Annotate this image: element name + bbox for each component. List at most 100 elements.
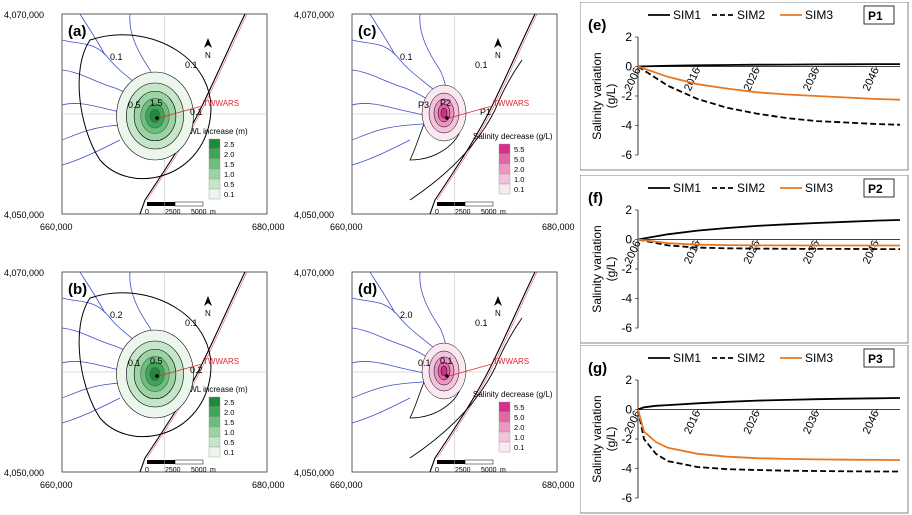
site-leader bbox=[448, 363, 493, 377]
y-tick-label: 4,070,000 bbox=[4, 268, 44, 278]
point-box bbox=[863, 178, 895, 198]
y-axis-label-line: (g/L) bbox=[604, 257, 618, 282]
legend-swatch bbox=[208, 158, 221, 170]
contour-label: 0.1 bbox=[475, 318, 488, 328]
series-line-sim1 bbox=[637, 397, 901, 411]
point-label: P3 bbox=[868, 352, 883, 366]
point-box bbox=[863, 5, 895, 25]
scale-bar-white bbox=[174, 201, 204, 207]
x-tick-label: 660,000 bbox=[330, 222, 363, 232]
y-tick-label: 2 bbox=[625, 203, 632, 217]
y-tick-label: 4,070,000 bbox=[294, 10, 334, 20]
contour-outer bbox=[409, 59, 523, 201]
scale-label: m bbox=[500, 209, 506, 216]
legend-swatch bbox=[208, 168, 221, 180]
series-line-sim1 bbox=[637, 219, 901, 241]
legend-value: 1.5 bbox=[224, 160, 234, 169]
legend-value: 0.1 bbox=[514, 185, 524, 194]
legend-swatch bbox=[498, 431, 511, 443]
contour-outer bbox=[409, 317, 523, 459]
sal-contour bbox=[440, 365, 448, 377]
panel-label: (f) bbox=[588, 190, 603, 207]
coastline-red bbox=[436, 272, 538, 459]
legend-swatch bbox=[498, 441, 511, 453]
scale-label: m bbox=[500, 467, 506, 474]
contour-label: 0.5 bbox=[128, 100, 141, 110]
legend-value: 1.5 bbox=[224, 418, 234, 427]
contour-outer bbox=[78, 292, 212, 438]
y-tick-label: 0 bbox=[625, 403, 632, 417]
panel-label: (e) bbox=[588, 17, 606, 34]
site-leader bbox=[158, 105, 203, 119]
scale-label: 5000 bbox=[481, 209, 497, 216]
contour-label: 0.1 bbox=[128, 358, 141, 368]
panel-label: (b) bbox=[68, 281, 87, 298]
legend-value: 2.0 bbox=[224, 150, 234, 159]
y-tick-label: -4 bbox=[621, 292, 632, 306]
site-marker bbox=[445, 374, 449, 378]
site-label: TWWARS bbox=[493, 357, 529, 366]
river-line bbox=[79, 272, 106, 314]
legend-label: SIM2 bbox=[737, 351, 765, 365]
legend-value: 0.1 bbox=[514, 443, 524, 452]
coastline-red bbox=[146, 14, 248, 201]
contour-label: 0.1 bbox=[110, 52, 123, 62]
legend-value: 0.5 bbox=[224, 180, 234, 189]
legend-label: SIM3 bbox=[805, 8, 833, 22]
y-axis-label: Salinity variation(g/L) bbox=[590, 52, 618, 139]
scale-label: 2500 bbox=[165, 209, 181, 216]
contour-label: 0.1 bbox=[185, 318, 198, 328]
legend-label: SIM2 bbox=[737, 181, 765, 195]
scale-bar-white bbox=[464, 459, 494, 465]
legend-value: 5.5 bbox=[514, 145, 524, 154]
series-line-sim2 bbox=[637, 238, 900, 250]
series-line-sim1 bbox=[637, 63, 900, 68]
legend-title: Salinity decrease (g/L) bbox=[473, 390, 553, 399]
legend-swatch bbox=[208, 178, 221, 190]
scale-label: 0 bbox=[145, 209, 149, 216]
y-tick-label: -2 bbox=[621, 432, 632, 446]
y-tick-label: -2 bbox=[621, 262, 632, 276]
legend-swatch bbox=[208, 396, 221, 408]
contour-label: 0.1 bbox=[440, 356, 453, 366]
legend-value: 1.0 bbox=[224, 428, 234, 437]
north-arrow-icon bbox=[494, 296, 502, 306]
legend-swatch bbox=[208, 446, 221, 458]
site-label: TWWARS bbox=[203, 99, 239, 108]
north-label: N bbox=[495, 309, 501, 318]
river-line bbox=[352, 397, 411, 424]
y-tick-label: 2 bbox=[625, 30, 632, 44]
coastline-red bbox=[146, 272, 248, 459]
contour-label: P1 bbox=[480, 107, 491, 117]
y-axis-label: Salinity variation(g/L) bbox=[590, 225, 618, 312]
contour-label: 0.5 bbox=[150, 356, 163, 366]
x-tick-label: 660,000 bbox=[40, 480, 73, 490]
y-tick-label: -4 bbox=[621, 119, 632, 133]
contour-label: 1.5 bbox=[150, 98, 163, 108]
x-tick-label: 680,000 bbox=[542, 480, 575, 490]
legend-value: 2.5 bbox=[224, 398, 234, 407]
y-axis-label-line: (g/L) bbox=[604, 427, 618, 452]
legend-value: 1.0 bbox=[514, 433, 524, 442]
site-label: TWWARS bbox=[203, 357, 239, 366]
contour-label: P3 bbox=[418, 100, 429, 110]
legend-value: 5.5 bbox=[514, 403, 524, 412]
north-label: N bbox=[205, 309, 211, 318]
chart-border bbox=[580, 175, 909, 344]
y-tick-label: 2 bbox=[625, 373, 632, 387]
scale-label: 5000 bbox=[191, 467, 207, 474]
north-label: N bbox=[205, 51, 211, 60]
y-tick-label: 4,050,000 bbox=[4, 210, 44, 220]
legend-label: SIM2 bbox=[737, 8, 765, 22]
scale-label: 0 bbox=[435, 467, 439, 474]
gwl-contour bbox=[149, 109, 161, 123]
